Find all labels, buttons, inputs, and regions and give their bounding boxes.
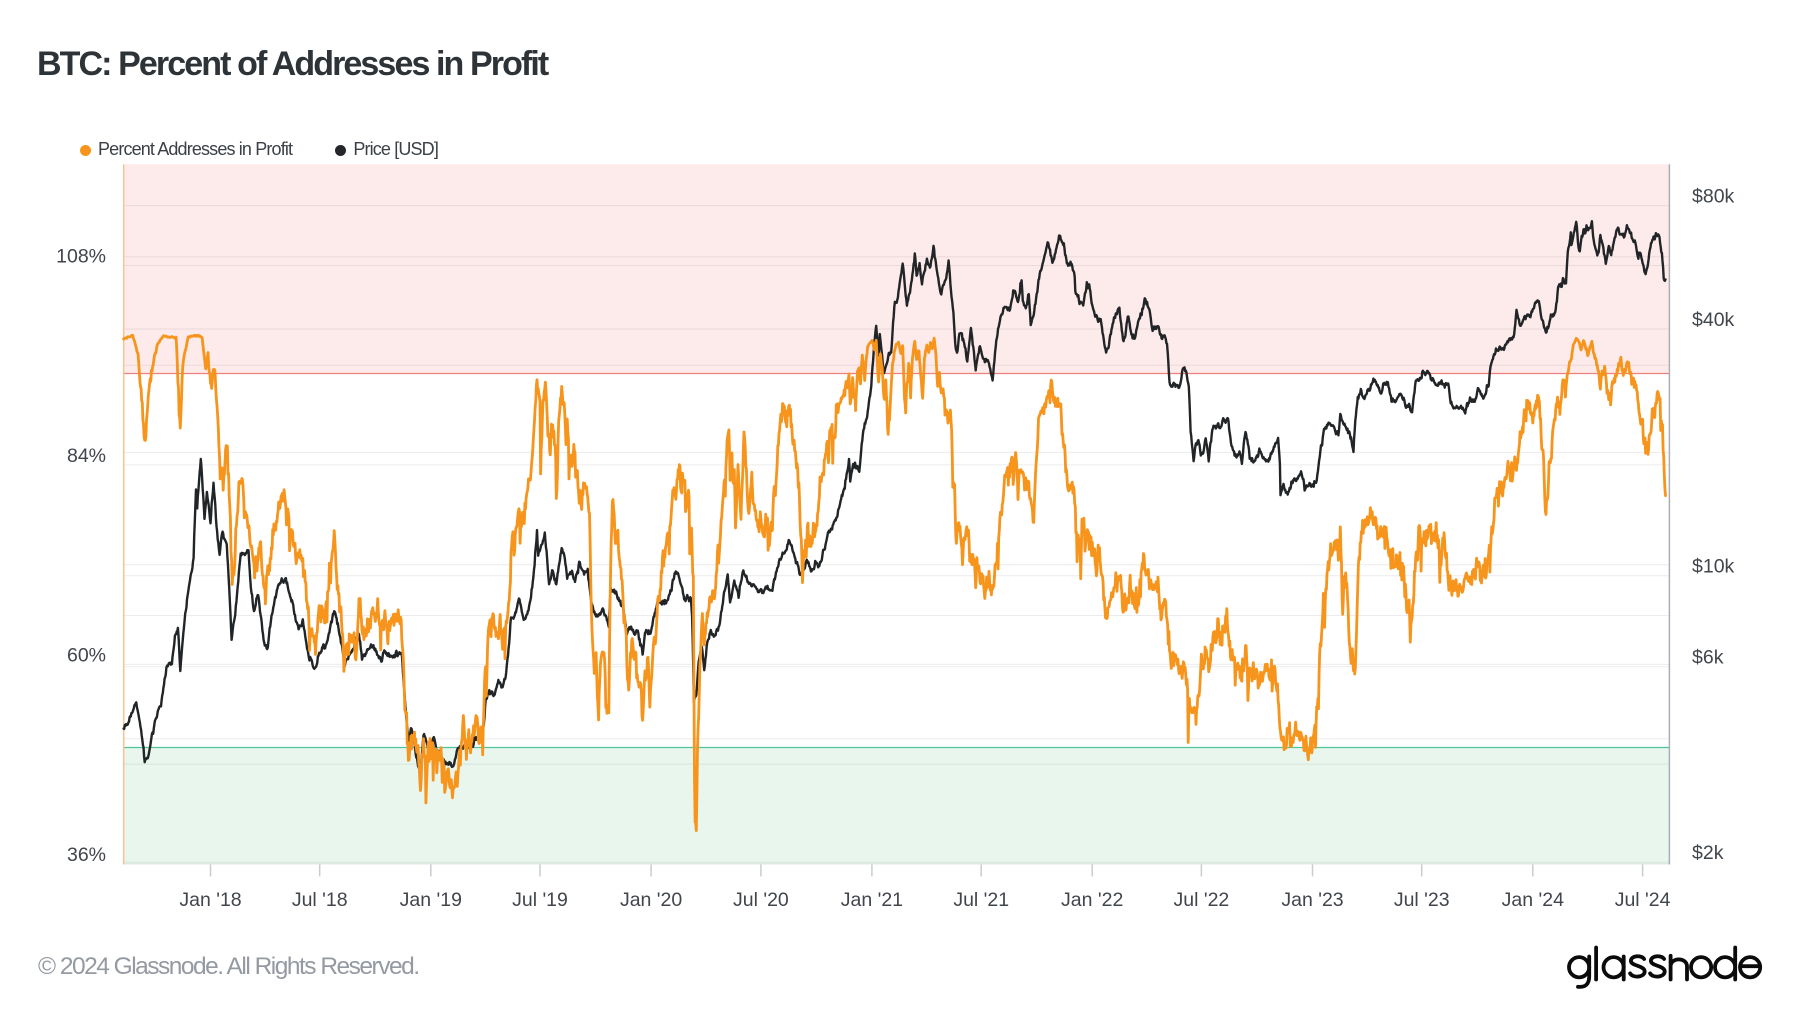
- svg-text:Jan '24: Jan '24: [1502, 889, 1564, 911]
- svg-text:Jan '21: Jan '21: [841, 889, 903, 911]
- svg-text:36%: 36%: [67, 844, 106, 866]
- svg-text:Jul '21: Jul '21: [953, 889, 1009, 911]
- svg-text:Jul '22: Jul '22: [1174, 889, 1230, 911]
- svg-text:$2k: $2k: [1692, 842, 1724, 864]
- svg-text:60%: 60%: [67, 644, 106, 666]
- svg-text:$80k: $80k: [1692, 186, 1735, 208]
- svg-text:108%: 108%: [56, 246, 106, 268]
- svg-text:Jul '18: Jul '18: [292, 889, 348, 911]
- svg-text:Jan '18: Jan '18: [179, 889, 241, 911]
- svg-text:$6k: $6k: [1692, 647, 1724, 669]
- svg-text:Jul '20: Jul '20: [733, 889, 789, 911]
- svg-text:Jan '19: Jan '19: [400, 889, 462, 911]
- svg-text:$40k: $40k: [1692, 309, 1735, 331]
- svg-text:84%: 84%: [67, 445, 106, 467]
- svg-text:Jul '19: Jul '19: [512, 889, 568, 911]
- svg-text:Jan '20: Jan '20: [620, 889, 682, 911]
- svg-text:Jan '22: Jan '22: [1061, 889, 1123, 911]
- svg-text:Jul '23: Jul '23: [1394, 889, 1450, 911]
- svg-text:$10k: $10k: [1692, 556, 1735, 578]
- svg-text:Jul '24: Jul '24: [1615, 889, 1671, 911]
- svg-text:Jan '23: Jan '23: [1281, 889, 1343, 911]
